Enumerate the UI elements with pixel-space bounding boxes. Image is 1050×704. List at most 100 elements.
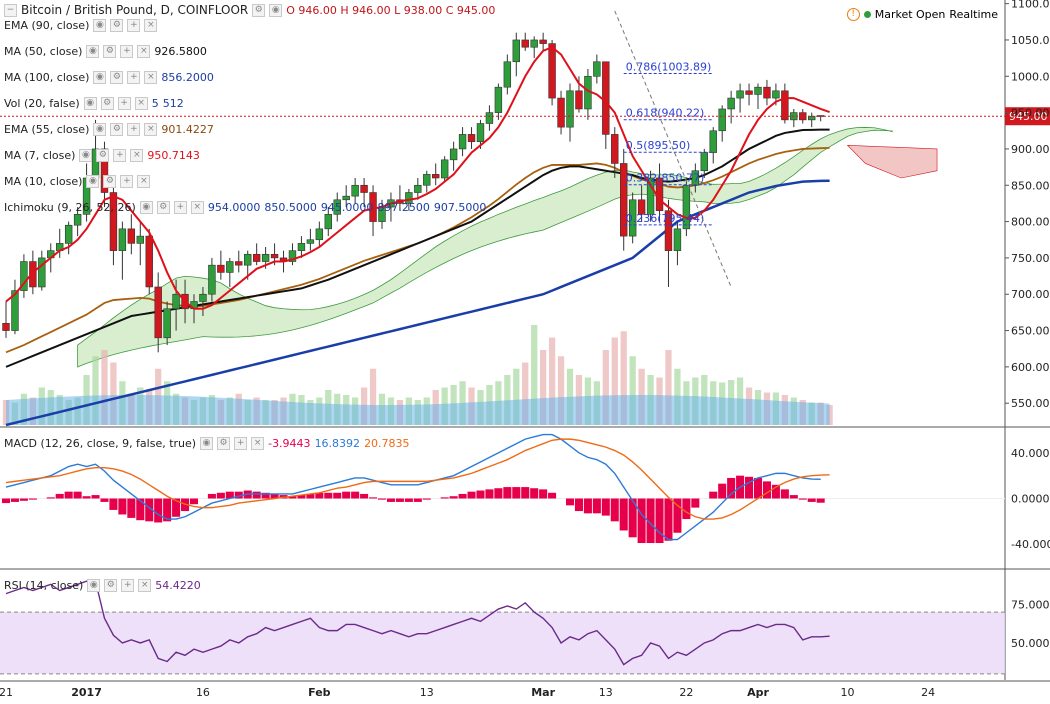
candle [423,170,431,193]
candle-body [333,199,341,215]
macd-hist-bar [807,498,816,502]
last-price-badge [1005,107,1050,126]
macd-hist-bar [771,484,780,499]
close-icon[interactable]: × [251,436,265,450]
eye-icon[interactable]: ◉ [93,70,107,84]
candle [172,279,180,331]
candle-body [324,214,332,230]
price-tick-label: 1100.00 [1011,0,1050,11]
market-open-icon: ! [846,8,860,21]
close-icon[interactable]: × [138,578,152,592]
close-icon[interactable]: × [144,18,158,32]
candle-body [512,39,520,63]
plus-icon[interactable]: + [113,148,127,162]
eye-icon[interactable]: ◉ [86,44,100,58]
candle [458,127,467,157]
close-icon[interactable]: × [190,200,204,214]
price-tick-label: 1050.00 [1011,34,1050,47]
plus-icon[interactable]: + [117,96,131,110]
gear-icon[interactable]: ⚙ [217,436,231,450]
macd-hist-bar [91,495,100,499]
macd-hist-bar [360,493,369,499]
close-icon[interactable]: × [137,174,151,188]
candle [315,221,324,248]
candle [306,228,315,251]
close-icon[interactable]: × [144,70,158,84]
eye-icon[interactable]: ◉ [93,122,107,136]
candle-body [494,86,503,113]
ichimoku-cloud-future [846,144,938,179]
candle-body [799,112,807,121]
candle-body [297,243,306,251]
time-tick-label: 21 [0,686,13,699]
plus-icon[interactable]: + [127,122,141,136]
macd-hist-bar [109,498,118,510]
gear-icon[interactable]: ⚙ [110,70,124,84]
fib-level-label: 0.5(895.50) [626,139,691,152]
eye-icon[interactable]: ◉ [200,436,214,450]
candle-body [414,184,422,193]
plus-icon[interactable]: + [120,44,134,58]
candle-body [709,130,717,153]
macd-hist-bar [404,498,413,502]
macd-hist-bar [467,491,476,499]
indicator-legend-row: EMA (55, close) ◉ ⚙ + × 901.4227 [4,122,214,136]
eye-icon[interactable]: ◉ [269,3,283,17]
candle-body [252,253,261,262]
indicator-label: MA (7, close) [4,148,76,162]
close-icon[interactable]: × [144,122,158,136]
gear-icon[interactable]: ⚙ [96,148,110,162]
macd-hist-bar [512,487,521,499]
candle-body [467,134,476,142]
plus-icon[interactable]: + [234,436,248,450]
collapse-icon[interactable]: − [4,3,17,17]
candle-body [458,134,467,150]
candle-body [315,228,324,241]
eye-icon[interactable]: ◉ [79,148,93,162]
price-tick-label: 600.00 [1011,361,1050,374]
macd-hist-bar [530,488,539,499]
gear-icon[interactable]: ⚙ [252,3,266,17]
eye-icon[interactable]: ◉ [86,174,100,188]
indicator-value: 512 [162,96,184,110]
plus-icon[interactable]: + [127,70,141,84]
macd-hist-bar [163,498,172,522]
candle-body [503,61,512,88]
candle [628,192,637,244]
candle-body [548,43,556,99]
gear-icon[interactable]: ⚙ [110,122,124,136]
eye-icon[interactable]: ◉ [87,578,101,592]
indicator-value: 954.0000 [207,200,261,214]
candle [235,250,243,273]
candle-body [11,290,19,331]
candle-body [64,224,73,244]
macd-hist-bar [548,492,557,499]
close-icon[interactable]: × [130,148,144,162]
close-icon[interactable]: × [134,96,148,110]
plus-icon[interactable]: + [120,174,134,188]
eye-icon[interactable]: ◉ [83,96,97,110]
macd-hist-bar [485,489,494,499]
macd-hist-bar [19,498,28,501]
gear-icon[interactable]: ⚙ [110,18,124,32]
plus-icon[interactable]: + [173,200,187,214]
plus-icon[interactable]: + [121,578,135,592]
time-tick-label: 22 [679,686,693,699]
candle [467,127,476,149]
candle-body [288,250,297,262]
gear-icon[interactable]: ⚙ [103,44,117,58]
gear-icon[interactable]: ⚙ [103,174,117,188]
candle [790,108,798,128]
gear-icon[interactable]: ⚙ [104,578,118,592]
candle-body [405,192,413,204]
close-icon[interactable]: × [137,44,151,58]
gear-icon[interactable]: ⚙ [100,96,114,110]
candle [503,54,512,95]
macd-hist-bar [539,489,548,499]
eye-icon[interactable]: ◉ [93,18,107,32]
plus-icon[interactable]: + [127,18,141,32]
macd-hist-bar [82,496,91,499]
candle [754,83,762,109]
gear-icon[interactable]: ⚙ [156,200,170,214]
eye-icon[interactable]: ◉ [139,200,153,214]
